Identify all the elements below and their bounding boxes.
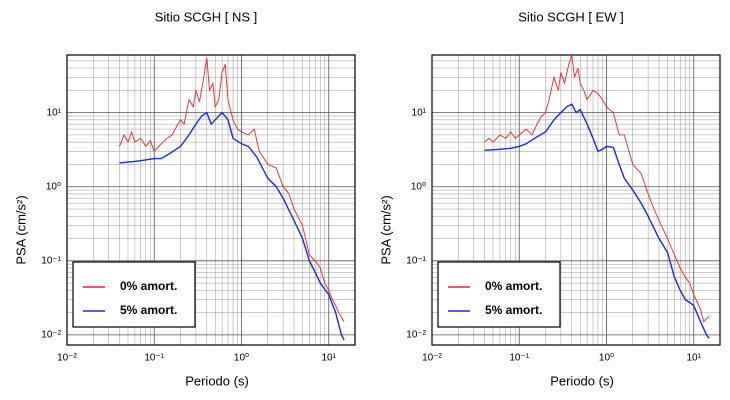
x-tick-label: 10⁰ — [234, 353, 249, 364]
x-tick-label: 10⁻² — [422, 353, 442, 364]
y-axis-label: PSA (cm/s²) — [378, 195, 393, 264]
x-tick-label: 10⁻² — [57, 353, 77, 364]
legend-label: 0% amort. — [485, 279, 542, 293]
y-axis-label: PSA (cm/s²) — [13, 195, 28, 264]
y-tick-label: 10⁻² — [406, 330, 426, 341]
x-axis-label: Periodo (s) — [550, 373, 614, 388]
y-tick-label: 10⁻² — [41, 330, 61, 341]
y-tick-label: 10⁰ — [46, 181, 61, 192]
plot-frame — [66, 54, 356, 346]
x-tick-label: 10⁰ — [599, 353, 614, 364]
legend-label: 5% amort. — [120, 303, 177, 317]
chart-title: Sitio SCGH [ EW ] — [518, 9, 623, 24]
x-tick-label: 10¹ — [322, 353, 337, 364]
data-line — [119, 57, 345, 323]
x-tick-label: 10¹ — [687, 353, 702, 364]
data-line — [119, 111, 345, 341]
x-axis-label: Periodo (s) — [185, 373, 249, 388]
chart-title: Sitio SCGH [ NS ] — [155, 9, 258, 24]
data-line — [484, 103, 710, 339]
plot-frame — [431, 54, 721, 346]
legend-label: 5% amort. — [485, 303, 542, 317]
y-tick-label: 10⁻¹ — [406, 255, 426, 266]
x-tick-label: 10⁻¹ — [144, 353, 164, 364]
y-tick-label: 10¹ — [47, 107, 62, 118]
legend-box — [72, 261, 196, 328]
data-line — [484, 54, 710, 323]
y-tick-label: 10⁻¹ — [41, 255, 61, 266]
y-tick-label: 10¹ — [412, 107, 427, 118]
x-tick-label: 10⁻¹ — [509, 353, 529, 364]
legend-box — [437, 261, 561, 328]
y-tick-label: 10⁰ — [411, 181, 426, 192]
legend-label: 0% amort. — [120, 279, 177, 293]
